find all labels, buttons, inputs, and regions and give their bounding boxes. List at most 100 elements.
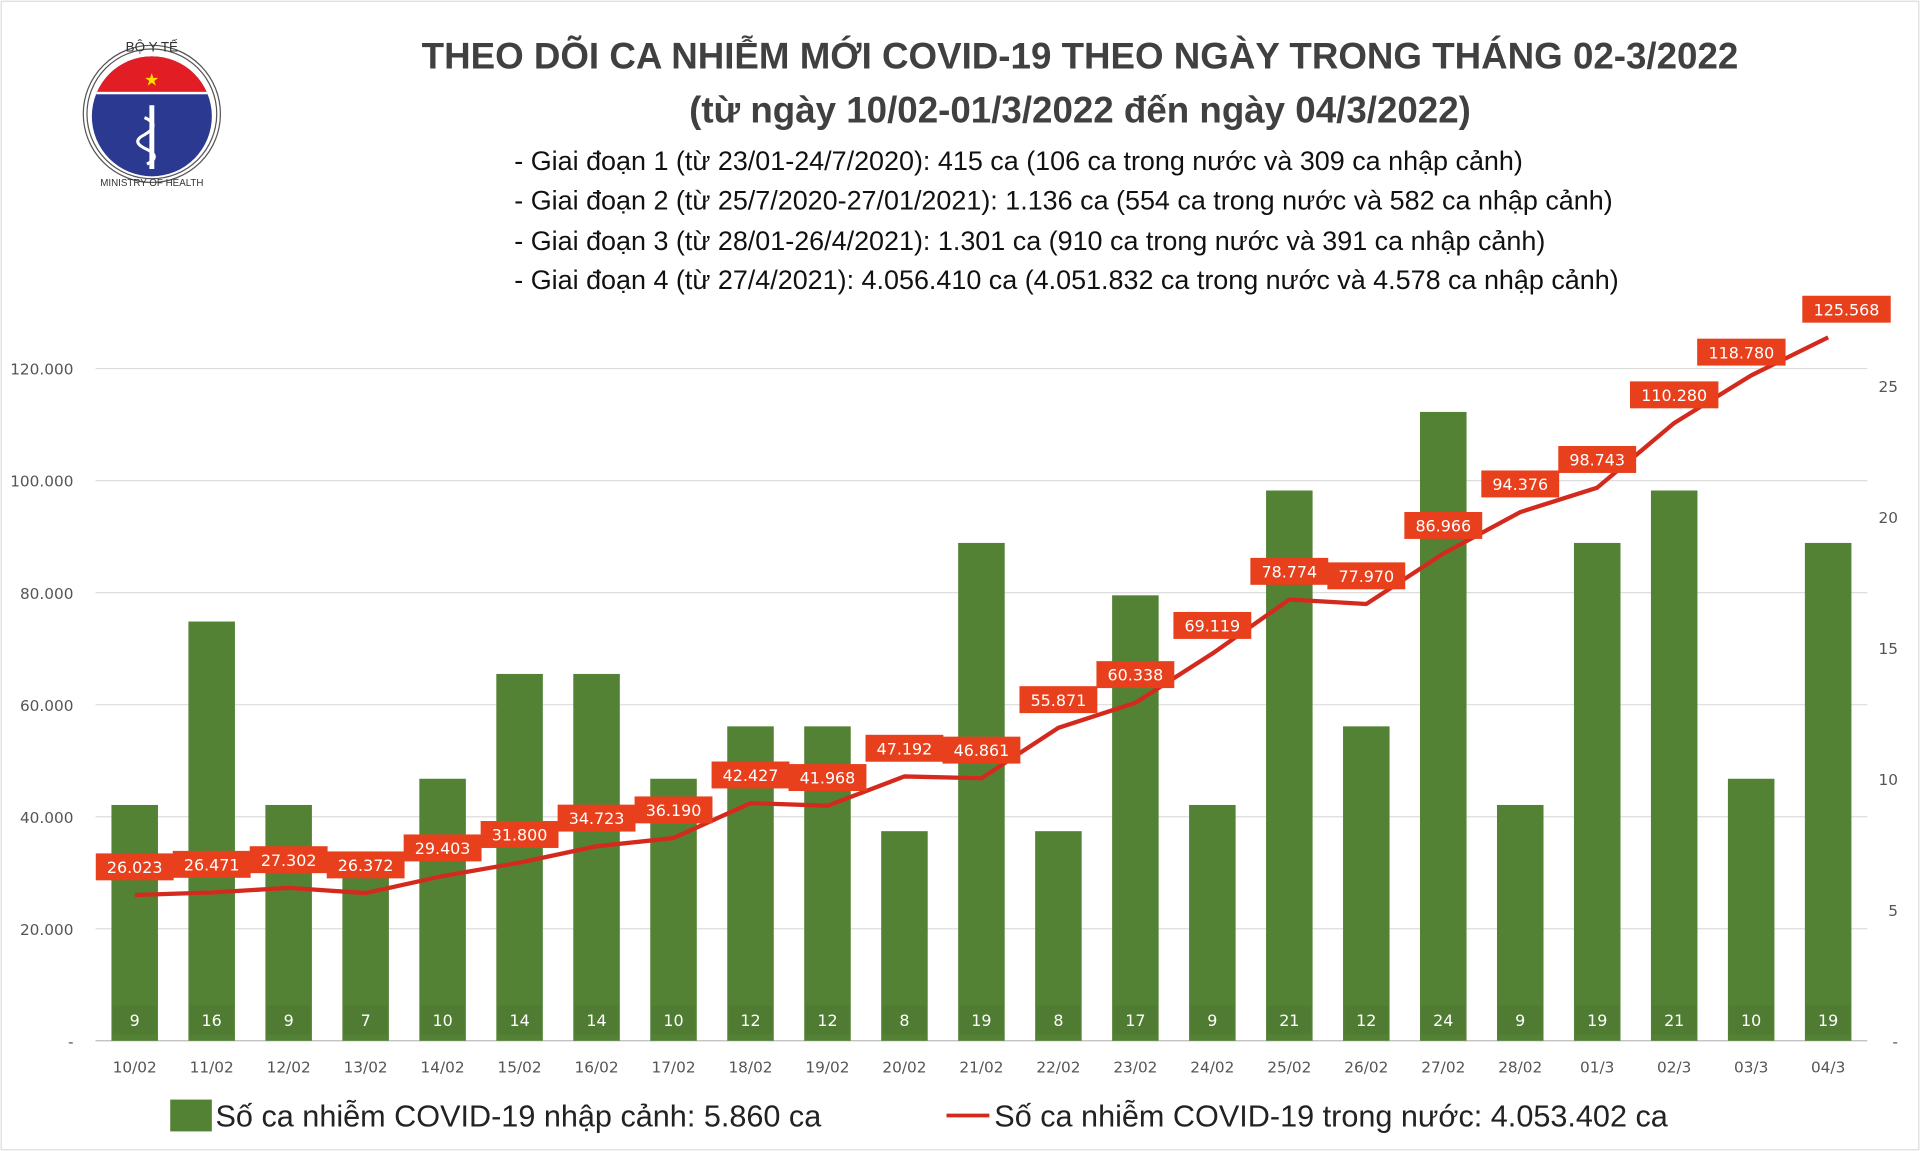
line-data-label: 94.376 (1492, 475, 1548, 494)
line-data-label: 42.427 (723, 766, 779, 785)
x-axis-tick: 19/02 (805, 1059, 849, 1077)
line-label-box (1173, 611, 1252, 639)
bar-data-label: 9 (1207, 1011, 1217, 1030)
x-axis-tick: 25/02 (1267, 1059, 1311, 1077)
line-data-label: 26.023 (107, 858, 163, 877)
x-axis-tick: 16/02 (575, 1059, 619, 1077)
line-data-label: 29.403 (415, 839, 471, 858)
line-data-label: 98.743 (1569, 451, 1625, 470)
chart-title: THEO DÕI CA NHIỄM MỚI COVID-19 THEO NGÀY… (422, 35, 1739, 77)
bar-data-label: 24 (1433, 1011, 1453, 1030)
x-axis-tick: 04/3 (1811, 1059, 1845, 1077)
bar (1573, 542, 1621, 1041)
line-data-label: 78.774 (1261, 562, 1317, 581)
bar (1727, 778, 1775, 1041)
bar-label-box (112, 1005, 157, 1035)
line-data-label: 36.190 (646, 801, 702, 820)
line-data-label: 118.780 (1708, 343, 1774, 362)
bar-data-label: 19 (971, 1011, 991, 1030)
x-axis-tick: 28/02 (1498, 1059, 1542, 1077)
phase-3-text: - Giai đoạn 3 (từ 28/01-26/4/2021): 1.30… (514, 226, 1545, 256)
right-axis-tick: 15 (1878, 640, 1897, 658)
line-data-label: 69.119 (1185, 617, 1241, 636)
left-axis-tick: 40.000 (20, 809, 74, 827)
bar-label-box (1652, 1005, 1697, 1035)
bar-data-label: 21 (1279, 1011, 1299, 1030)
bar-data-label: 8 (899, 1011, 909, 1030)
bar-label-box (1267, 1005, 1312, 1035)
line-label-box (1327, 562, 1406, 590)
star-icon: ★ (144, 70, 159, 90)
plot-area: - 20.000 40.000 60.000 80.000 100.000 120.000 -… (10, 295, 1898, 1077)
bar (111, 804, 158, 1041)
left-axis-tick: 20.000 (20, 921, 74, 939)
bar-data-label: 21 (1664, 1011, 1684, 1030)
bar-label-box (882, 1005, 927, 1035)
bar (1804, 542, 1852, 1041)
legend-bar-swatch (170, 1099, 212, 1132)
x-axis-tick: 26/02 (1344, 1059, 1388, 1077)
bar-data-label: 12 (1356, 1011, 1376, 1030)
bar-data-label: 19 (1587, 1011, 1607, 1030)
bar (188, 621, 235, 1041)
line-label-box (634, 796, 713, 824)
bar-data-label: 10 (663, 1011, 683, 1030)
bar-data-label: 17 (1125, 1011, 1145, 1030)
phase-4-text: - Giai đoạn 4 (từ 27/4/2021): 4.056.410 … (514, 265, 1618, 295)
x-axis-tick: 15/02 (498, 1059, 542, 1077)
line-label-box (172, 850, 251, 878)
legend: Số ca nhiễm COVID-19 nhập cảnh: 5.860 ca… (170, 1099, 1669, 1134)
left-axis-tick: 100.000 (10, 473, 73, 491)
line-label-box (403, 834, 482, 862)
phase-2-text: - Giai đoạn 2 (từ 25/7/2020-27/01/2021):… (514, 185, 1612, 215)
line-label-box (249, 846, 328, 874)
bar-data-label: 8 (1053, 1011, 1063, 1030)
left-axis-tick: 120.000 (10, 361, 73, 379)
bar (573, 673, 620, 1041)
bar-label-box (959, 1005, 1004, 1035)
right-axis-tick: - (1892, 1033, 1898, 1051)
line-label-box (865, 734, 944, 762)
bar (265, 804, 312, 1041)
line-data-label: 125.568 (1814, 300, 1880, 319)
line-label-box (326, 851, 405, 879)
bar-label-box (1806, 1005, 1851, 1035)
right-axis-tick: 20 (1878, 509, 1897, 527)
logo-bottom-text: MINISTRY OF HEALTH (100, 178, 203, 189)
bar-label-box (1190, 1005, 1235, 1035)
bar-data-label: 10 (432, 1011, 452, 1030)
bar-data-label: 10 (1741, 1011, 1761, 1030)
line-data-label: 31.800 (492, 826, 548, 845)
bar (1496, 804, 1544, 1041)
left-axis-tick: 80.000 (20, 585, 74, 603)
bar-data-label: 9 (130, 1011, 140, 1030)
ministry-of-health-logo: ★ BỘ Y TẾ MINISTRY OF HEALTH (82, 39, 222, 189)
line-data-label: 34.723 (569, 809, 625, 828)
line-data-label: 55.871 (1031, 691, 1087, 710)
bar-label-box (1036, 1005, 1081, 1035)
bar-label-box (728, 1005, 773, 1035)
x-axis-tick: 20/02 (882, 1059, 926, 1077)
line-label-box (1697, 338, 1786, 366)
line-label-box (711, 761, 790, 789)
bar-label-box (420, 1005, 465, 1035)
bar-data-label: 12 (817, 1011, 837, 1030)
bar (958, 542, 1005, 1041)
bar-label-box (1421, 1005, 1466, 1035)
line-label-box (1558, 446, 1637, 473)
x-axis-tick: 12/02 (267, 1059, 311, 1077)
bar-data-label: 9 (284, 1011, 294, 1030)
line-label-box (1019, 686, 1098, 714)
bar-label-box (1344, 1005, 1389, 1035)
line-label-box (1404, 511, 1483, 539)
right-axis-tick: 10 (1878, 771, 1897, 789)
x-axis-tick: 24/02 (1190, 1059, 1234, 1077)
bar-data-label: 9 (1515, 1011, 1525, 1030)
line-data-label: 41.968 (800, 769, 856, 788)
x-axis-tick: 11/02 (190, 1059, 234, 1077)
right-axis-tick: 5 (1888, 902, 1898, 920)
right-axis-tick: 25 (1878, 378, 1897, 396)
bar (1343, 726, 1390, 1041)
line-data-label: 60.338 (1108, 666, 1164, 685)
